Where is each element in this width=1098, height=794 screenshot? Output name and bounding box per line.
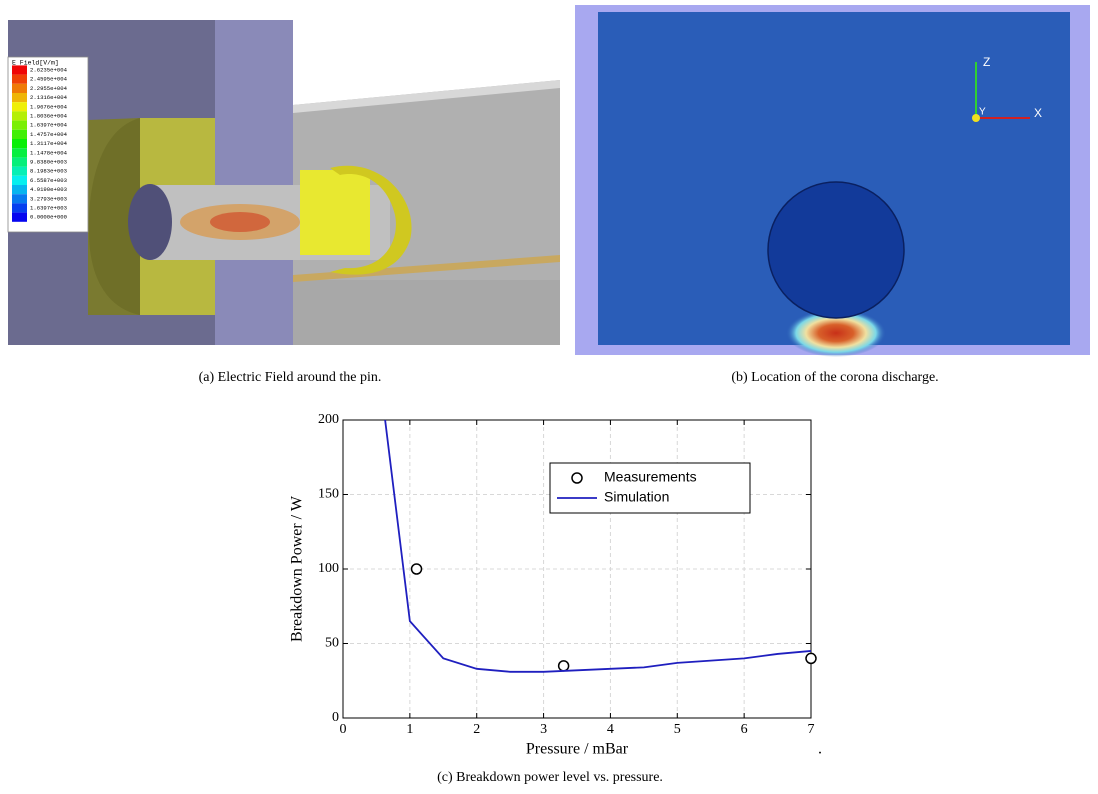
panel-a-image	[7, 20, 570, 345]
caption: (a) Electric Field around the pin.	[199, 370, 382, 385]
x-axis-label: Pressure / mBar	[526, 741, 629, 758]
legend-value: 6.5587e+003	[30, 177, 67, 184]
legend-marker	[571, 472, 583, 484]
legend-swatch	[12, 93, 27, 103]
x-tick-label: 4	[607, 722, 614, 737]
panel-b-image: Z Y X	[575, 5, 1090, 357]
caption: (c) Breakdown power level vs. pressure.	[437, 770, 663, 785]
x-tick-label: 7	[808, 722, 815, 737]
legend-value: 1.4757e+004	[30, 131, 68, 138]
x-tick-label: 0	[340, 722, 347, 737]
legend-value: 2.4595e+004	[30, 76, 68, 83]
legend-swatch	[12, 175, 27, 185]
legend-swatch	[12, 212, 27, 222]
legend-value: 2.2955e+004	[30, 85, 68, 92]
data-point	[557, 660, 570, 672]
legend-label: Measurements	[604, 469, 697, 485]
annotation: .	[818, 741, 822, 758]
legend-value: 9.8380e+003	[30, 158, 67, 165]
data-point	[410, 563, 423, 575]
legend-swatch	[12, 148, 27, 158]
field-legend: E Field[V/m] 2.6235e+004 2.4595e+004 2.295…	[12, 60, 68, 222]
legend-value: 4.9190e+003	[30, 186, 67, 193]
legend-swatch	[12, 194, 27, 204]
legend-swatch	[12, 157, 27, 167]
x-tick-label: 3	[540, 722, 547, 737]
y-tick-label: 50	[325, 636, 339, 651]
legend-swatch	[12, 65, 27, 75]
legend-swatch	[12, 185, 27, 195]
legend-swatch	[12, 83, 27, 93]
legend-value: 1.6397e+004	[30, 122, 68, 129]
legend-label: Simulation	[604, 489, 669, 505]
legend-value: 1.6397e+003	[30, 204, 67, 211]
axis-label: Y	[979, 107, 986, 118]
legend-value: 1.1478e+004	[30, 149, 68, 156]
legend-value: 1.8036e+004	[30, 112, 68, 119]
legend-value: 3.2793e+003	[30, 195, 67, 202]
x-tick-label: 6	[741, 722, 748, 737]
legend-swatch	[12, 166, 27, 176]
legend-value: 1.3117e+004	[30, 140, 68, 147]
legend-value: 0.0000e+000	[30, 214, 68, 221]
data-point	[805, 652, 817, 665]
axis-label: X	[1034, 106, 1042, 120]
legend-swatch	[12, 203, 27, 213]
legend-title: E Field[V/m]	[12, 60, 59, 67]
y-tick-label: 200	[318, 412, 339, 427]
legend-box	[549, 462, 751, 514]
legend-swatch	[12, 139, 27, 149]
chart: Pressure / mBar Breakdown Power / W . (c…	[289, 412, 822, 785]
legend-swatch	[12, 120, 27, 130]
legend-swatch	[12, 74, 27, 84]
y-tick-label: 0	[332, 710, 339, 725]
legend-swatch	[12, 102, 27, 112]
plot-frame	[342, 419, 812, 719]
x-tick-label: 5	[674, 722, 681, 737]
x-tick-label: 2	[473, 722, 480, 737]
y-tick-label: 100	[318, 561, 339, 576]
legend-value: 2.6235e+004	[30, 66, 68, 73]
legend-value: 2.1316e+004	[30, 94, 68, 101]
data-line	[384, 419, 812, 673]
legend-swatch	[12, 129, 27, 139]
axis-label: Z	[983, 55, 990, 69]
legend-value: 8.1983e+003	[30, 168, 67, 175]
y-tick-label: 150	[318, 487, 339, 502]
x-tick-label: 1	[406, 722, 413, 737]
caption: (b) Location of the corona discharge.	[731, 370, 938, 385]
y-axis-label: Breakdown Power / W	[289, 495, 306, 642]
legend-swatch	[12, 111, 27, 121]
legend-value: 1.9676e+004	[30, 103, 68, 110]
